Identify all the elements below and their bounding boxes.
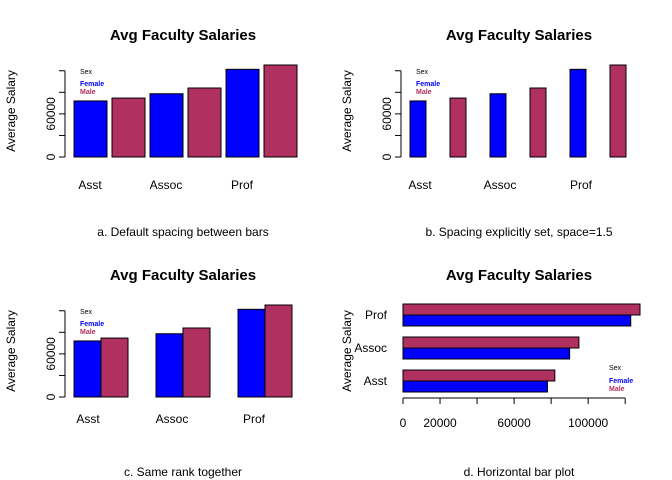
x-category-label: Assoc <box>150 178 183 192</box>
panel-d: Avg Faculty Salaries d. Horizontal bar pl… <box>340 267 641 479</box>
bar-male-asst <box>402 369 556 382</box>
legend-item-female: Female <box>80 81 104 88</box>
bar-female-prof <box>237 308 266 398</box>
x-category-label: Prof <box>231 178 254 192</box>
bar-female-asst <box>73 100 108 158</box>
bar-female-asst <box>409 100 427 158</box>
legend-title: Sex <box>80 69 93 76</box>
bar-male-prof <box>264 304 293 398</box>
bar-female-prof <box>569 68 587 158</box>
bar-male-asst <box>100 337 129 398</box>
legend-item-male: Male <box>80 329 96 336</box>
x-tick-label: 0 <box>400 416 407 430</box>
bar-male-assoc <box>529 87 547 158</box>
x-category-label: Assoc <box>156 412 189 426</box>
legend-title: Sex <box>416 69 429 76</box>
legend-item-male: Male <box>609 386 625 393</box>
bar-female-prof <box>225 68 260 158</box>
y-tick-label: 0 <box>44 153 58 160</box>
legend-item-male: Male <box>416 89 432 96</box>
bar-male-asst <box>449 97 467 158</box>
y-tick-label: 0 <box>44 393 58 400</box>
bar-male-prof <box>609 64 627 158</box>
y-axis-label: Average Salary <box>4 70 18 152</box>
bar-female-asst <box>73 340 102 398</box>
bar-male-asst <box>111 97 146 158</box>
legend-title: Sex <box>80 309 93 316</box>
y-tick-label: 60000 <box>44 337 58 371</box>
y-category-label: Asst <box>364 374 388 388</box>
panel-c: Avg Faculty Salaries c. Same rank togethe… <box>4 267 293 479</box>
bar-female-assoc <box>489 93 507 158</box>
legend-item-female: Female <box>80 321 104 328</box>
chart-title: Avg Faculty Salaries <box>110 267 256 284</box>
bar-female-assoc <box>149 93 184 158</box>
panel-b: Avg Faculty Salaries b. Spacing explicitl… <box>340 27 627 239</box>
y-axis-label: Average Salary <box>4 310 18 392</box>
bar-female-asst <box>402 380 548 393</box>
x-tick-label: 20000 <box>423 416 457 430</box>
panel-caption: d. Horizontal bar plot <box>464 465 575 479</box>
legend-item-female: Female <box>416 81 440 88</box>
chart-title: Avg Faculty Salaries <box>446 267 592 284</box>
chart-title: Avg Faculty Salaries <box>446 27 592 44</box>
bar-male-assoc <box>402 336 580 349</box>
bar-female-prof <box>402 314 632 327</box>
bar-female-assoc <box>402 347 571 360</box>
y-category-label: Assoc <box>354 341 387 355</box>
panel-a: Avg Faculty Salaries a. Default spacing b… <box>4 27 298 239</box>
y-axis-label: Average Salary <box>340 310 354 392</box>
x-category-label: Asst <box>408 178 432 192</box>
panel-caption: b. Spacing explicitly set, space=1.5 <box>425 225 612 239</box>
y-category-label: Prof <box>365 308 388 322</box>
legend-title: Sex <box>609 365 622 372</box>
panel-caption: c. Same rank together <box>124 465 242 479</box>
bar-female-assoc <box>155 333 184 398</box>
bar-male-prof <box>402 303 641 316</box>
y-tick-label: 60000 <box>44 97 58 131</box>
legend-item-male: Male <box>80 89 96 96</box>
x-category-label: Asst <box>76 412 100 426</box>
legend-item-female: Female <box>609 378 633 385</box>
x-category-label: Assoc <box>484 178 517 192</box>
bar-male-assoc <box>182 327 211 398</box>
chart-title: Avg Faculty Salaries <box>110 27 256 44</box>
panel-caption: a. Default spacing between bars <box>97 225 268 239</box>
x-category-label: Prof <box>570 178 593 192</box>
x-tick-label: 100000 <box>568 416 608 430</box>
x-category-label: Asst <box>78 178 102 192</box>
x-category-label: Prof <box>243 412 266 426</box>
bar-male-prof <box>263 64 298 158</box>
bar-male-assoc <box>187 87 222 158</box>
y-tick-label: 60000 <box>380 97 394 131</box>
y-tick-label: 0 <box>380 153 394 160</box>
x-tick-label: 60000 <box>497 416 531 430</box>
y-axis-label: Average Salary <box>340 70 354 152</box>
